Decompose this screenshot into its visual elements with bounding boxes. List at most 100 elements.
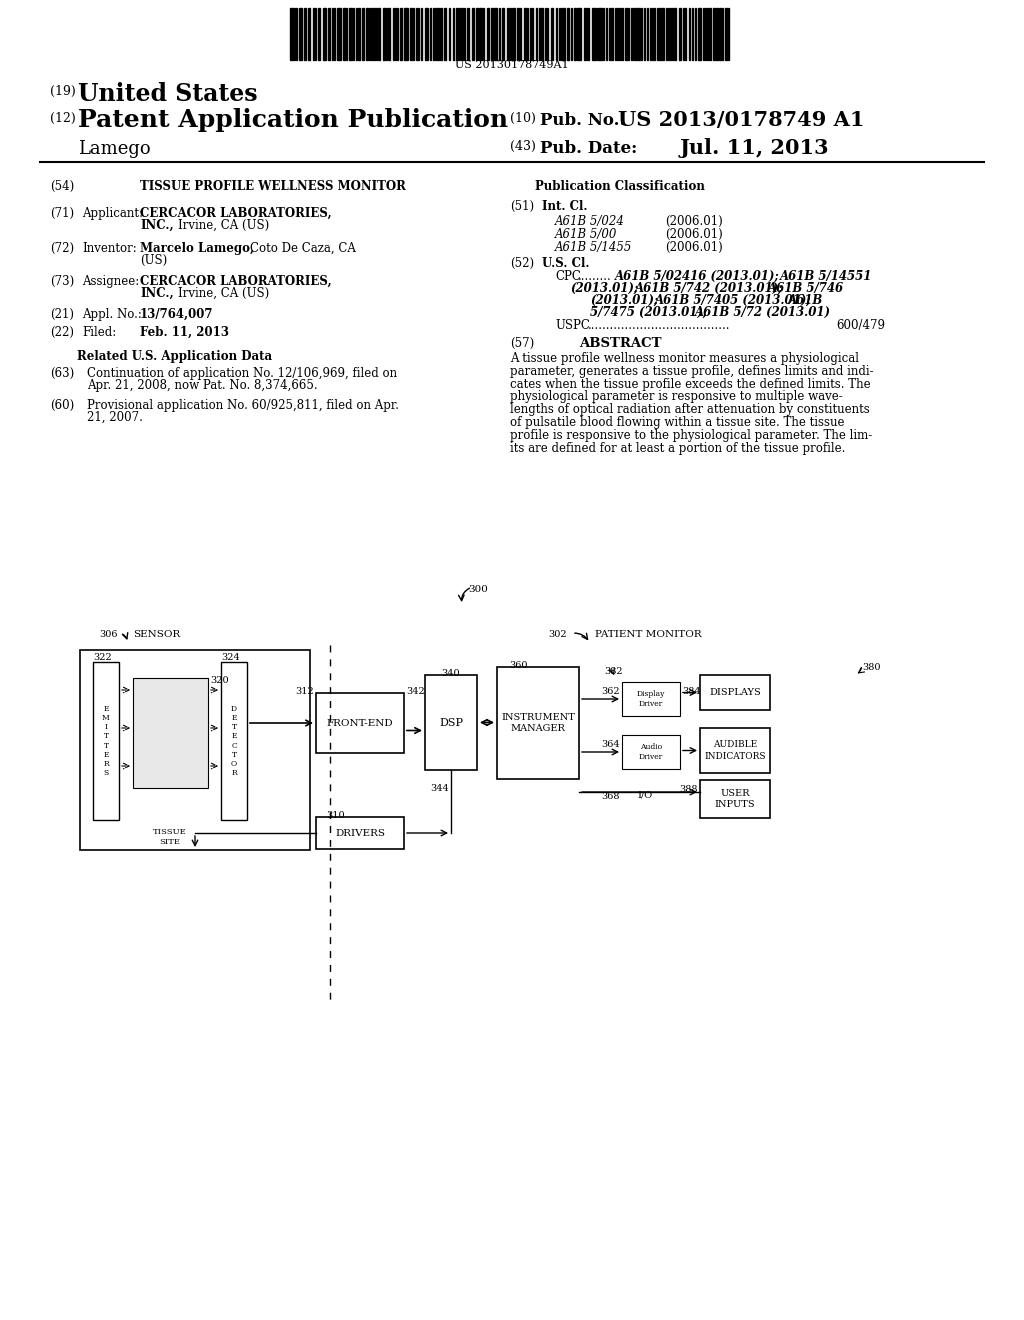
Text: I/O: I/O	[637, 789, 652, 799]
Bar	[719, 8, 721, 59]
Bar	[316, 817, 404, 849]
Text: 364: 364	[601, 741, 620, 748]
Text: (72): (72)	[50, 242, 74, 255]
Text: 306: 306	[99, 630, 118, 639]
Text: A61B 5/00: A61B 5/00	[555, 228, 617, 242]
Text: ......................................: ......................................	[588, 319, 730, 333]
Text: (52): (52)	[510, 257, 535, 271]
Text: INC.,: INC.,	[140, 219, 174, 232]
Text: (2006.01): (2006.01)	[665, 242, 723, 253]
Bar	[425, 8, 428, 59]
Text: CERCACOR LABORATORIES,: CERCACOR LABORATORIES,	[140, 207, 332, 220]
Text: A61B 5/024: A61B 5/024	[555, 215, 625, 228]
Text: 302: 302	[549, 630, 567, 639]
Bar	[328, 8, 330, 59]
Bar	[635, 8, 637, 59]
Text: DISPLAYS: DISPLAYS	[710, 688, 761, 697]
Text: .........: .........	[578, 271, 611, 282]
Text: Continuation of application No. 12/106,969, filed on: Continuation of application No. 12/106,9…	[87, 367, 397, 380]
Text: 13/764,007: 13/764,007	[140, 308, 213, 321]
Text: 340: 340	[441, 669, 461, 678]
Text: Jul. 11, 2013: Jul. 11, 2013	[680, 139, 829, 158]
Bar	[598, 8, 602, 59]
Bar	[378, 8, 380, 59]
Bar	[221, 663, 247, 820]
Text: of pulsatile blood flowing within a tissue site. The tissue: of pulsatile blood flowing within a tiss…	[510, 416, 845, 429]
Bar	[349, 8, 352, 59]
Bar	[587, 8, 589, 59]
Bar	[388, 8, 390, 59]
Bar	[472, 8, 474, 59]
Bar	[487, 8, 489, 59]
Text: Marcelo Lamego,: Marcelo Lamego,	[140, 242, 254, 255]
Text: A61B: A61B	[788, 294, 823, 308]
Text: Pub. No.:: Pub. No.:	[540, 112, 626, 129]
Text: E
M
I
T
T
E
R
S: E M I T T E R S	[102, 705, 110, 777]
Text: Feb. 11, 2013: Feb. 11, 2013	[140, 326, 229, 339]
Bar	[541, 8, 543, 59]
Text: TISSUE PROFILE WELLNESS MONITOR: TISSUE PROFILE WELLNESS MONITOR	[140, 180, 406, 193]
Text: (21): (21)	[50, 308, 74, 321]
Bar	[373, 8, 375, 59]
Text: PATIENT MONITOR: PATIENT MONITOR	[595, 630, 701, 639]
Bar	[299, 8, 302, 59]
Text: Int. Cl.: Int. Cl.	[542, 201, 588, 213]
Bar	[622, 735, 680, 770]
Text: Coto De Caza, CA: Coto De Caza, CA	[250, 242, 356, 255]
Bar	[366, 8, 368, 59]
Text: Apr. 21, 2008, now Pat. No. 8,374,665.: Apr. 21, 2008, now Pat. No. 8,374,665.	[87, 379, 317, 392]
Bar	[494, 8, 497, 59]
Text: 382: 382	[604, 667, 623, 676]
Bar	[461, 8, 463, 59]
Bar	[440, 8, 442, 59]
Bar	[659, 8, 662, 59]
Text: CPC: CPC	[555, 271, 581, 282]
Text: 324: 324	[221, 653, 240, 663]
Text: FRONT-END: FRONT-END	[327, 718, 393, 727]
Text: (73): (73)	[50, 275, 75, 288]
Bar	[456, 8, 458, 59]
Text: Filed:: Filed:	[82, 326, 117, 339]
Bar	[404, 8, 408, 59]
Text: A61B 5/742 (2013.01);: A61B 5/742 (2013.01);	[635, 282, 783, 294]
Text: AUDIBLE
INDICATORS: AUDIBLE INDICATORS	[705, 741, 766, 760]
Text: 310: 310	[326, 810, 345, 820]
Text: Pub. Date:: Pub. Date:	[540, 140, 637, 157]
Bar	[700, 780, 770, 818]
Text: Appl. No.:: Appl. No.:	[82, 308, 142, 321]
Text: 362: 362	[601, 686, 620, 696]
Text: (51): (51)	[510, 201, 535, 213]
Text: U.S. Cl.: U.S. Cl.	[542, 257, 590, 271]
Text: (22): (22)	[50, 326, 74, 339]
Text: D
E
T
E
C
T
O
R: D E T E C T O R	[231, 705, 238, 777]
Text: (71): (71)	[50, 207, 74, 220]
Bar	[577, 8, 581, 59]
Text: (2013.01);: (2013.01);	[590, 294, 658, 308]
Text: USPC: USPC	[555, 319, 590, 333]
Bar	[574, 8, 575, 59]
Bar	[400, 8, 402, 59]
Text: A61B 5/1455: A61B 5/1455	[555, 242, 633, 253]
Text: (54): (54)	[50, 180, 75, 193]
Bar	[316, 693, 404, 752]
Text: (2006.01): (2006.01)	[665, 228, 723, 242]
Text: USER
INPUTS: USER INPUTS	[715, 789, 756, 809]
Bar	[467, 8, 469, 59]
Text: TISSUE
SITE: TISSUE SITE	[154, 828, 186, 846]
Text: A61B 5/14551: A61B 5/14551	[780, 271, 872, 282]
Text: CERCACOR LABORATORIES,: CERCACOR LABORATORIES,	[140, 275, 332, 288]
Text: (US): (US)	[140, 253, 167, 267]
Bar	[437, 8, 439, 59]
Bar	[410, 8, 412, 59]
Text: Provisional application No. 60/925,811, filed on Apr.: Provisional application No. 60/925,811, …	[87, 399, 399, 412]
Text: physiological parameter is responsive to multiple wave-: physiological parameter is responsive to…	[510, 391, 843, 404]
Bar	[513, 8, 515, 59]
Bar	[93, 663, 119, 820]
Text: lengths of optical radiation after attenuation by constituents: lengths of optical radiation after atten…	[510, 403, 869, 416]
Bar	[698, 8, 701, 59]
Text: parameter, generates a tissue profile, defines limits and indi-: parameter, generates a tissue profile, d…	[510, 364, 873, 378]
Bar	[592, 8, 595, 59]
Text: (63): (63)	[50, 367, 75, 380]
Bar	[567, 8, 569, 59]
Text: A61B 5/72 (2013.01): A61B 5/72 (2013.01)	[695, 306, 831, 319]
